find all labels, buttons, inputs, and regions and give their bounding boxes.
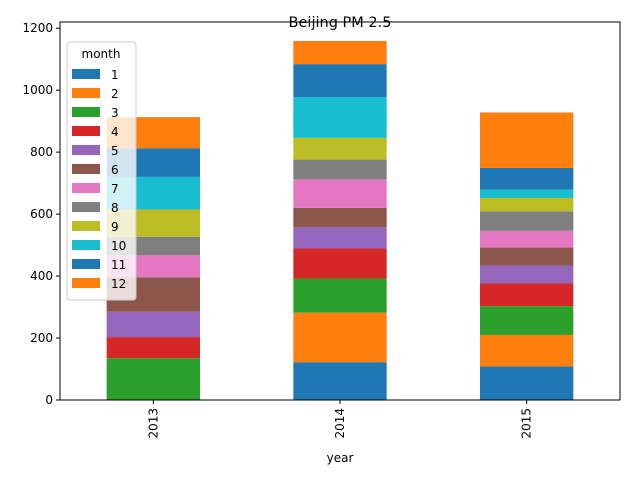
legend-swatch-4 bbox=[72, 126, 100, 136]
legend-swatch-7 bbox=[72, 183, 100, 193]
bar-2014-month-12 bbox=[293, 40, 387, 65]
bar-2013-month-5 bbox=[106, 311, 200, 338]
legend-box bbox=[66, 41, 137, 301]
bar-2015-month-9 bbox=[480, 197, 574, 212]
y-tick-label: 0 bbox=[45, 393, 53, 407]
legend-label-10: 10 bbox=[111, 239, 126, 253]
legend-label-11: 11 bbox=[111, 258, 126, 272]
bar-2015-month-7 bbox=[480, 230, 574, 248]
bar-2015-month-4 bbox=[480, 283, 574, 307]
bar-2015-month-12 bbox=[480, 112, 574, 168]
plot-frame bbox=[59, 21, 621, 401]
x-tick-label-2013: 2013 bbox=[146, 408, 160, 439]
legend-label-6: 6 bbox=[111, 163, 119, 177]
y-tick-label: 800 bbox=[30, 145, 53, 159]
y-tick-label: 400 bbox=[30, 269, 53, 283]
legend-label-9: 9 bbox=[111, 220, 119, 234]
legend-label-1: 1 bbox=[111, 68, 119, 82]
y-tick-label: 200 bbox=[30, 331, 53, 345]
legend-swatch-10 bbox=[72, 240, 100, 250]
bar-2013-month-4 bbox=[106, 337, 200, 359]
x-tick-label-2015: 2015 bbox=[520, 408, 534, 439]
bar-2014-month-2 bbox=[293, 312, 387, 363]
legend-label-3: 3 bbox=[111, 106, 119, 120]
bar-2014-month-4 bbox=[293, 248, 387, 279]
bar-2014-month-7 bbox=[293, 179, 387, 208]
bar-2015-month-2 bbox=[480, 334, 574, 367]
bar-2014-month-9 bbox=[293, 137, 387, 160]
bar-2014-month-10 bbox=[293, 96, 387, 138]
bar-2014-month-5 bbox=[293, 227, 387, 249]
x-axis: 2013 2014 2015 bbox=[146, 400, 534, 439]
bar-2014-month-3 bbox=[293, 278, 387, 313]
x-axis-label: year bbox=[327, 451, 354, 465]
legend-title: month bbox=[82, 47, 121, 61]
chart-title: Beijing PM 2.5 bbox=[289, 15, 392, 31]
x-tick-label-2014: 2014 bbox=[333, 408, 347, 439]
legend-label-5: 5 bbox=[111, 144, 119, 158]
y-tick-label: 1000 bbox=[22, 83, 53, 97]
bar-2014-month-11 bbox=[293, 64, 387, 97]
legend-label-7: 7 bbox=[111, 182, 119, 196]
bar-2015-month-1 bbox=[480, 366, 574, 400]
legend-label-8: 8 bbox=[111, 201, 119, 215]
bar-2015-month-5 bbox=[480, 265, 574, 284]
legend-swatch-5 bbox=[72, 145, 100, 155]
bar-2014-month-8 bbox=[293, 159, 387, 180]
legend-label-12: 12 bbox=[111, 277, 126, 291]
bar-2014-month-6 bbox=[293, 207, 387, 228]
bar-2015-month-11 bbox=[480, 167, 574, 190]
bar-2015-month-6 bbox=[480, 247, 574, 266]
y-tick-label: 600 bbox=[30, 207, 53, 221]
legend-swatch-6 bbox=[72, 164, 100, 174]
y-tick-label: 1200 bbox=[22, 21, 53, 35]
legend-label-2: 2 bbox=[111, 87, 119, 101]
legend-swatch-8 bbox=[72, 202, 100, 212]
legend-label-4: 4 bbox=[111, 125, 119, 139]
bar-2015-month-3 bbox=[480, 306, 574, 335]
bar-2013-month-3 bbox=[106, 358, 200, 400]
legend-swatch-12 bbox=[72, 278, 100, 288]
legend-swatch-1 bbox=[72, 69, 100, 79]
bar-2015-month-10 bbox=[480, 189, 574, 198]
legend-swatch-9 bbox=[72, 221, 100, 231]
bar-2014-month-1 bbox=[293, 362, 387, 400]
legend-swatch-11 bbox=[72, 259, 100, 269]
legend-swatch-2 bbox=[72, 88, 100, 98]
y-axis: 0 200 400 600 800 1000 1200 bbox=[22, 21, 60, 407]
legend-swatch-3 bbox=[72, 107, 100, 117]
bar-2015-month-8 bbox=[480, 211, 574, 231]
